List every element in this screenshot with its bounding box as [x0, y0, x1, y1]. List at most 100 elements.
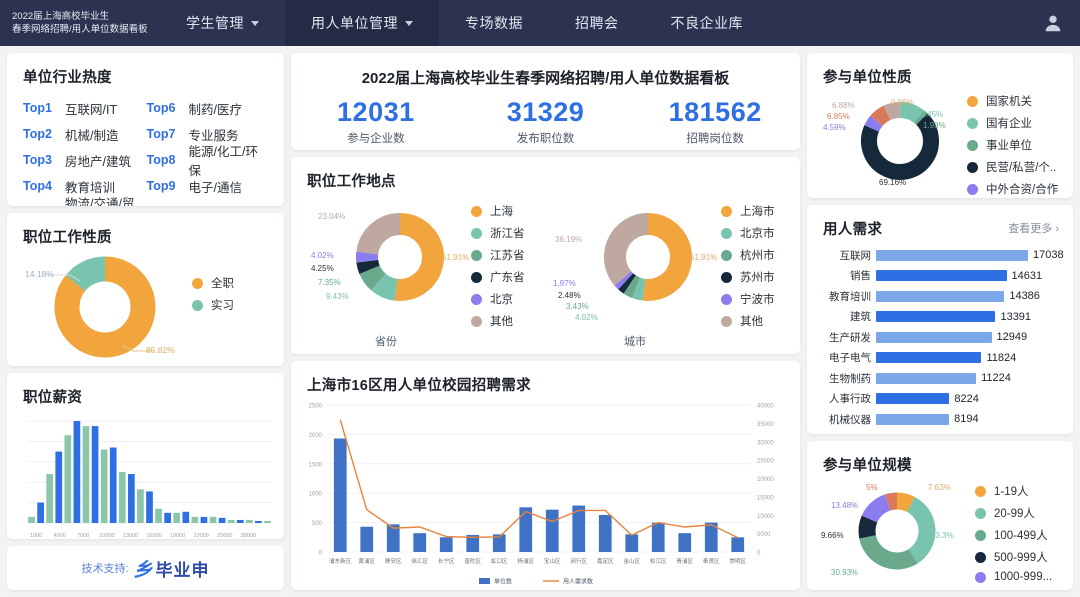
- donut-slice-2[interactable]: [359, 265, 387, 291]
- industry-top-item[interactable]: Top6 制药/医疗: [147, 95, 271, 121]
- salary-bar[interactable]: [245, 519, 253, 523]
- donut-slice-6[interactable]: [883, 102, 901, 121]
- salary-bar[interactable]: [146, 490, 153, 523]
- salary-bar[interactable]: [227, 519, 235, 523]
- demand-bar-row[interactable]: 销售 14631: [815, 265, 1063, 286]
- donut-slice-5[interactable]: [870, 105, 891, 127]
- donut-slice-1[interactable]: [371, 273, 398, 302]
- salary-bar[interactable]: [127, 473, 135, 523]
- company-size-legend-item[interactable]: 1000-999...: [975, 571, 1060, 583]
- district-bar[interactable]: [386, 524, 400, 553]
- district-bar[interactable]: [678, 533, 692, 553]
- salary-bar[interactable]: [164, 512, 172, 523]
- salary-bar[interactable]: [91, 425, 99, 523]
- industry-top-item[interactable]: Top1 互联网/IT: [23, 95, 147, 121]
- district-bar[interactable]: [625, 534, 639, 553]
- nav-item-2[interactable]: 专场数据: [439, 0, 549, 46]
- industry-top-item[interactable]: Top9 电子/通信: [147, 173, 271, 199]
- district-bar[interactable]: [439, 537, 453, 553]
- district-bar[interactable]: [731, 537, 745, 553]
- company-nature-legend-item[interactable]: 国有企业: [967, 115, 1058, 131]
- company-nature-legend-item[interactable]: 国家机关: [967, 93, 1058, 109]
- demand-bar-row[interactable]: 人事行政 8224: [815, 388, 1063, 409]
- city-legend-item[interactable]: 上海市: [721, 203, 775, 219]
- donut-slice-3[interactable]: [618, 273, 636, 295]
- demand-bar-row[interactable]: 生产研发 12949: [815, 327, 1063, 348]
- industry-top-item[interactable]: Top2 机械/制造: [23, 121, 147, 147]
- district-bar[interactable]: [704, 522, 718, 553]
- donut-slice-3[interactable]: [861, 113, 939, 180]
- company-nature-legend-item[interactable]: 民营/私营/个..: [967, 159, 1058, 175]
- salary-bar[interactable]: [73, 420, 81, 523]
- donut-slice-1[interactable]: [899, 102, 924, 124]
- company-nature-legend-item[interactable]: 事业单位: [967, 137, 1058, 153]
- salary-bar[interactable]: [109, 447, 117, 523]
- city-legend-item[interactable]: 宁波市: [721, 291, 775, 307]
- province-legend-item[interactable]: 其他: [471, 313, 525, 329]
- salary-bar[interactable]: [236, 519, 244, 523]
- salary-bar[interactable]: [46, 473, 54, 523]
- salary-bar[interactable]: [82, 425, 90, 523]
- donut-slice-3[interactable]: [356, 259, 380, 275]
- salary-bar[interactable]: [64, 434, 72, 523]
- donut-slice-2[interactable]: [623, 275, 641, 299]
- donut-slice-4[interactable]: [614, 271, 634, 290]
- salary-bar[interactable]: [55, 451, 63, 523]
- district-bar[interactable]: [519, 507, 533, 553]
- demand-bar-row[interactable]: 建筑 13391: [815, 306, 1063, 327]
- province-legend-item[interactable]: 江苏省: [471, 247, 525, 263]
- demand-bar-row[interactable]: 机械仪器 8194: [815, 409, 1063, 430]
- city-legend-item[interactable]: 苏州市: [721, 269, 775, 285]
- salary-bar[interactable]: [255, 520, 262, 523]
- company-size-legend-item[interactable]: 1-19人: [975, 483, 1060, 499]
- nav-item-4[interactable]: 不良企业库: [645, 0, 770, 46]
- demand-bar-row[interactable]: 教育培训 14386: [815, 286, 1063, 307]
- salary-bar[interactable]: [37, 502, 44, 523]
- donut-slice-0[interactable]: [642, 213, 692, 302]
- district-bar[interactable]: [651, 522, 665, 553]
- district-bar[interactable]: [360, 527, 374, 553]
- salary-bar[interactable]: [209, 516, 217, 523]
- company-nature-legend-item[interactable]: 中外合资/合作: [967, 181, 1058, 197]
- salary-bar[interactable]: [191, 516, 199, 523]
- district-bar[interactable]: [572, 505, 586, 553]
- district-bar[interactable]: [333, 438, 347, 553]
- industry-top-item[interactable]: Top8 能源/化工/环保: [147, 145, 271, 178]
- nav-item-3[interactable]: 招聘会: [549, 0, 645, 46]
- donut-slice-0[interactable]: [394, 213, 444, 302]
- donut-slice-5[interactable]: [356, 213, 401, 256]
- demand-bar-row[interactable]: 生物制药 11224: [815, 368, 1063, 389]
- city-legend-item[interactable]: 北京市: [721, 225, 775, 241]
- district-bar[interactable]: [466, 535, 480, 553]
- demand-bar-row[interactable]: 电子电气 11824: [815, 347, 1063, 368]
- salary-bar[interactable]: [118, 471, 126, 523]
- industry-top-item[interactable]: Top5物流/交通/贸易/...: [23, 197, 147, 206]
- industry-top-item[interactable]: Top10服务业: [147, 199, 271, 206]
- view-more-link[interactable]: 查看更多 ›: [1008, 222, 1059, 235]
- district-bar[interactable]: [545, 509, 559, 553]
- donut-slice-1[interactable]: [906, 497, 936, 564]
- company-size-legend-item[interactable]: 500-999人: [975, 549, 1060, 565]
- company-size-legend-item[interactable]: 20-99人: [975, 505, 1060, 521]
- donut-slice-4[interactable]: [864, 115, 883, 132]
- city-legend-item[interactable]: 杭州市: [721, 247, 775, 263]
- salary-bar[interactable]: [28, 516, 35, 523]
- district-demand-line[interactable]: [339, 419, 739, 539]
- province-legend-item[interactable]: 浙江省: [471, 225, 525, 241]
- job-nature-legend-item[interactable]: 全职: [192, 275, 234, 291]
- province-legend-item[interactable]: 广东省: [471, 269, 525, 285]
- job-nature-legend-item[interactable]: 实习: [192, 297, 234, 313]
- salary-bar[interactable]: [137, 488, 144, 523]
- donut-slice-1[interactable]: [631, 277, 646, 302]
- donut-slice-0[interactable]: [896, 492, 915, 513]
- nav-item-1[interactable]: 用人单位管理: [285, 0, 439, 46]
- salary-bar[interactable]: [100, 449, 108, 523]
- salary-bar[interactable]: [182, 511, 190, 523]
- salary-bar[interactable]: [200, 516, 208, 523]
- company-size-legend-item[interactable]: 10000人以上: [975, 589, 1060, 590]
- industry-top-item[interactable]: Top4 教育培训: [23, 173, 147, 199]
- donut-slice-5[interactable]: [604, 213, 649, 286]
- company-size-legend-item[interactable]: 100-499人: [975, 527, 1060, 543]
- donut-slice-5[interactable]: [885, 492, 898, 511]
- industry-top-item[interactable]: Top7 专业服务: [147, 121, 271, 147]
